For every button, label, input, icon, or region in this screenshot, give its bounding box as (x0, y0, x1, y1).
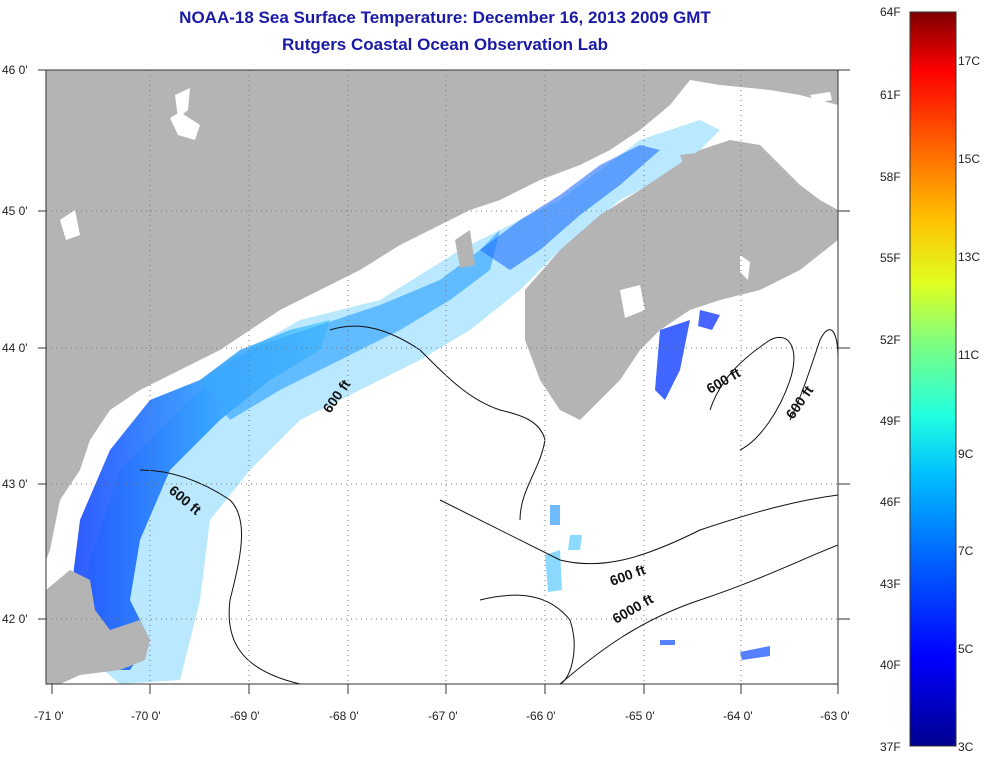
lakes-layer (60, 88, 832, 318)
lon-label: -68 0' (329, 709, 359, 723)
colorbar-f-label: 37F (880, 740, 901, 754)
lat-label: 43 0' (2, 477, 28, 491)
lon-label: -65 0' (625, 709, 655, 723)
land-layer (46, 70, 838, 684)
colorbar-c-label: 9C (958, 447, 974, 461)
colorbar-c-label: 5C (958, 642, 974, 656)
colorbar-c-label: 7C (958, 544, 974, 558)
colorbar-f-label: 49F (880, 414, 901, 428)
map-title: NOAA-18 Sea Surface Temperature: Decembe… (179, 8, 711, 27)
lat-label: 45 0' (2, 204, 28, 218)
bathymetry-contours (139, 325, 838, 684)
lat-label: 44 0' (2, 341, 28, 355)
graticule (46, 70, 838, 684)
lat-label: 42 0' (2, 612, 28, 626)
colorbar-f-label: 61F (880, 88, 901, 102)
colorbar-c-label: 17C (958, 54, 981, 68)
lon-label: -69 0' (230, 709, 260, 723)
lon-label: -64 0' (723, 709, 753, 723)
colorbar-f-label: 43F (880, 577, 901, 591)
lat-label: 46 0' (2, 63, 28, 77)
colorbar-f-label: 52F (880, 333, 901, 347)
colorbar-c-label: 3C (958, 740, 974, 754)
lon-label: -67 0' (428, 709, 458, 723)
colorbar-f-label: 46F (880, 495, 901, 509)
axis-ticks (38, 69, 850, 694)
lon-label: -66 0' (526, 709, 556, 723)
colorbar (909, 11, 957, 747)
map-frame (45, 69, 839, 685)
colorbar-f-label: 58F (880, 170, 901, 184)
colorbar-c-label: 15C (958, 152, 981, 166)
colorbar-c-label: 11C (958, 348, 980, 362)
colorbar-f-label: 64F (880, 5, 901, 19)
lon-label: -63 0' (820, 709, 850, 723)
colorbar-c-label: 13C (958, 250, 981, 264)
colorbar-f-label: 40F (880, 658, 901, 672)
map-subtitle: Rutgers Coastal Ocean Observation Lab (282, 35, 608, 54)
lon-label: -71 0' (34, 709, 64, 723)
lon-label: -70 0' (131, 709, 161, 723)
colorbar-f-label: 55F (880, 251, 901, 265)
